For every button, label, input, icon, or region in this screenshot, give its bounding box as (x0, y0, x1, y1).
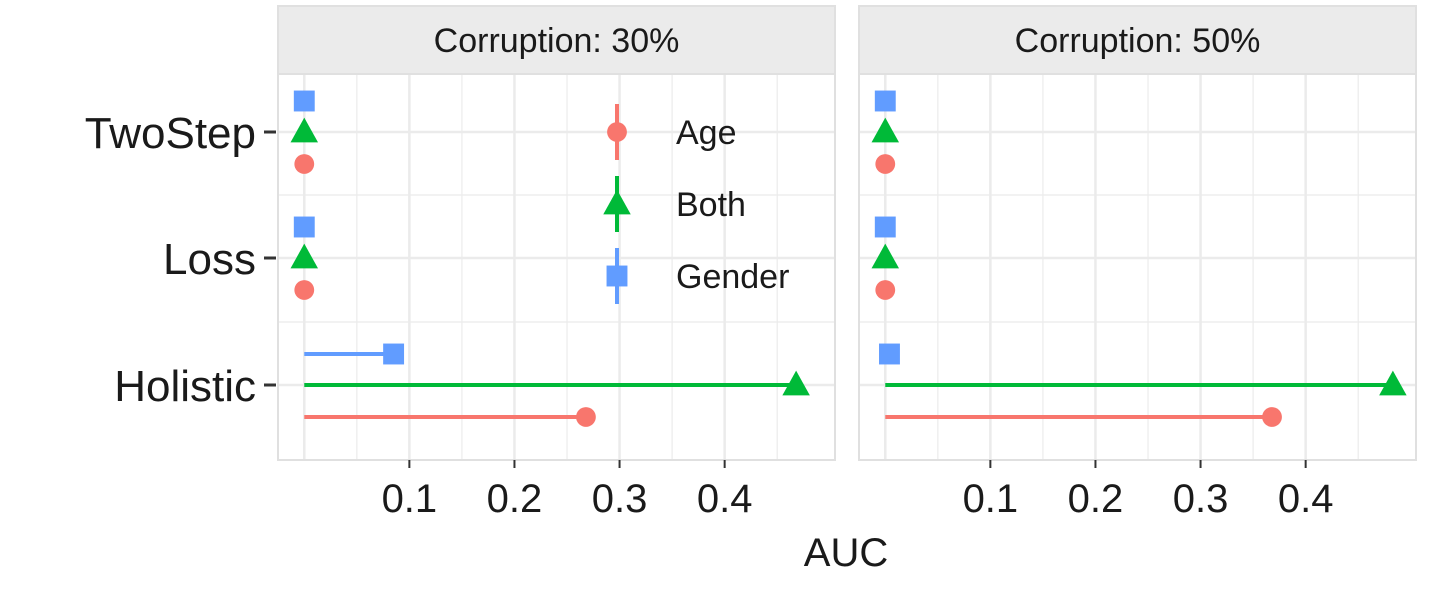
legend-key-age (607, 122, 627, 142)
facet-panel: Corruption: 30% 0.1 0.2 0.3 0.4 (277, 5, 836, 521)
data-point-age (576, 407, 596, 427)
data-point-both (1379, 370, 1407, 396)
data-point-age (294, 154, 315, 174)
facet-strip (277, 5, 836, 75)
data-point-both (290, 117, 319, 143)
panel-background (859, 74, 1416, 460)
data-point-gender (293, 216, 315, 238)
panel-background (278, 74, 835, 460)
legend-label: Gender (676, 258, 789, 296)
data-point-gender (874, 216, 896, 238)
data-point-gender (874, 90, 896, 112)
data-point-both (871, 117, 900, 143)
data-point-both (290, 243, 319, 269)
data-point-gender (879, 343, 900, 365)
legend-item-age: Age (607, 104, 737, 160)
x-tick-label: 0.3 (592, 477, 648, 521)
x-tick-label: 0.1 (382, 477, 438, 521)
data-point-both (871, 243, 900, 269)
y-tick-label: Holistic (114, 362, 256, 411)
legend-label: Age (676, 114, 737, 152)
data-point-age (875, 280, 896, 300)
y-axis: TwoStep Loss Holistic (85, 109, 276, 411)
x-tick-label: 0.4 (1278, 477, 1334, 521)
legend-key-gender (606, 265, 628, 287)
facet-strip (858, 5, 1417, 75)
x-tick-label: 0.2 (1068, 477, 1124, 521)
x-tick-label: 0.4 (697, 477, 753, 521)
data-point-both (782, 370, 810, 396)
legend-label: Both (676, 186, 746, 224)
data-point-age (1262, 407, 1282, 427)
facet-strip-label: Corruption: 30% (434, 22, 680, 60)
legend: Age Both Gender (603, 104, 789, 304)
x-axis-title: AUC (804, 531, 888, 575)
facet-panel: Corruption: 50% 0.1 0.2 0.3 0.4 (858, 5, 1417, 521)
y-tick-label: Loss (163, 235, 256, 284)
legend-item-both: Both (603, 176, 746, 232)
legend-item-gender: Gender (606, 248, 789, 304)
data-point-gender (383, 343, 405, 365)
y-tick-label: TwoStep (85, 109, 256, 158)
data-point-age (875, 154, 896, 174)
x-tick-label: 0.1 (963, 477, 1019, 521)
x-tick-label: 0.2 (487, 477, 543, 521)
data-point-gender (293, 90, 315, 112)
data-point-age (294, 280, 315, 300)
legend-key-both (603, 189, 631, 215)
facet-strip-label: Corruption: 50% (1015, 22, 1261, 60)
x-tick-label: 0.3 (1173, 477, 1229, 521)
